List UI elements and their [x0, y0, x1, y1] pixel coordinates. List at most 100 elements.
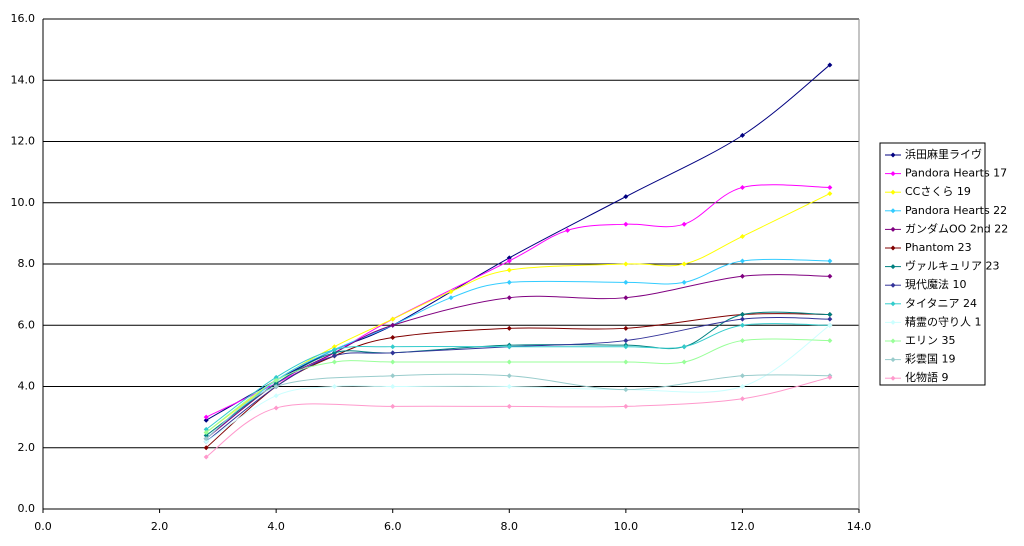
data-point [506, 325, 512, 331]
data-point [623, 221, 629, 227]
data-point [390, 359, 396, 365]
data-point [390, 316, 396, 322]
data-point [506, 384, 512, 389]
data-point [273, 405, 279, 411]
legend-marker [890, 357, 896, 363]
y-tick-label: 4.0 [18, 380, 36, 393]
series-line [205, 311, 830, 436]
legend-label: Phantom 23 [905, 241, 972, 254]
legend-label: エリン 35 [905, 334, 956, 347]
data-point [273, 374, 279, 380]
legend-marker [890, 264, 896, 270]
data-point [827, 273, 833, 279]
data-point [827, 258, 833, 264]
data-point [739, 384, 745, 389]
data-point [390, 350, 396, 356]
series-line [205, 274, 830, 439]
data-point [203, 433, 209, 438]
x-tick-label: 14.0 [847, 520, 872, 533]
data-point [273, 393, 279, 399]
series-line [205, 317, 830, 443]
data-point [203, 414, 209, 420]
data-point [331, 353, 337, 359]
data-point [273, 380, 279, 386]
data-point [739, 338, 745, 344]
data-point [623, 359, 629, 365]
data-point [739, 312, 745, 318]
legend-marker [890, 319, 896, 325]
y-tick-label: 16.0 [11, 12, 36, 25]
data-point [623, 194, 629, 200]
series-line [205, 324, 831, 443]
data-point [681, 221, 687, 227]
series-line [205, 184, 830, 418]
data-point [739, 273, 745, 279]
data-point [390, 384, 396, 389]
x-tick-label: 10.0 [614, 520, 639, 533]
legend-marker [890, 245, 896, 251]
data-point [273, 377, 279, 383]
data-point [623, 344, 629, 350]
data-point [827, 184, 833, 190]
data-point [390, 335, 396, 340]
data-point [203, 445, 209, 451]
data-point [448, 289, 454, 295]
data-point [506, 295, 512, 301]
data-point [681, 344, 687, 350]
series-line [205, 193, 831, 433]
data-point [331, 347, 337, 353]
legend-label: ガンダムOO 2nd 22 [905, 221, 1008, 235]
series-line [205, 338, 830, 433]
data-point [331, 359, 337, 365]
data-point [739, 233, 745, 239]
data-point [390, 322, 396, 328]
data-point [623, 279, 629, 285]
data-point [448, 295, 454, 301]
data-point [331, 350, 337, 356]
x-tick-label: 8.0 [501, 520, 519, 533]
x-tick-label: 4.0 [267, 520, 285, 533]
data-point [681, 279, 687, 285]
data-point [203, 439, 209, 445]
data-point [506, 359, 512, 365]
legend-label: 化物語 9 [905, 370, 949, 384]
legend-marker [890, 375, 896, 381]
data-point [506, 267, 512, 273]
data-point [623, 387, 629, 393]
data-point [623, 338, 629, 344]
legend-marker [890, 226, 896, 232]
y-tick-label: 10.0 [11, 196, 36, 209]
data-point [506, 344, 512, 350]
data-point [273, 384, 279, 389]
data-point [739, 316, 745, 322]
legend-label: 彩雲国 19 [905, 353, 956, 366]
legend-marker [890, 189, 896, 195]
y-tick-label: 6.0 [18, 318, 36, 331]
data-point [681, 359, 687, 365]
y-tick-label: 8.0 [18, 257, 36, 270]
data-point [827, 62, 833, 68]
data-point [506, 258, 512, 264]
data-point [623, 261, 629, 267]
legend-marker [890, 301, 896, 307]
data-point [623, 403, 629, 409]
data-point [506, 403, 512, 409]
x-tick-label: 0.0 [34, 520, 52, 533]
series-line [205, 258, 830, 439]
y-tick-label: 14.0 [11, 73, 36, 86]
data-point [827, 316, 833, 322]
data-point [623, 295, 629, 301]
x-tick-label: 2.0 [151, 520, 169, 533]
legend-marker [890, 171, 896, 177]
data-point [739, 373, 745, 379]
legend-label: Pandora Hearts 22 [905, 204, 1007, 217]
legend-label: CCさくら 19 [905, 185, 971, 198]
data-point [203, 429, 209, 435]
legend-label: タイタニア 24 [905, 297, 977, 310]
data-point [739, 322, 745, 328]
legend-marker [890, 208, 896, 214]
y-tick-label: 12.0 [11, 135, 36, 148]
data-point [739, 184, 745, 190]
